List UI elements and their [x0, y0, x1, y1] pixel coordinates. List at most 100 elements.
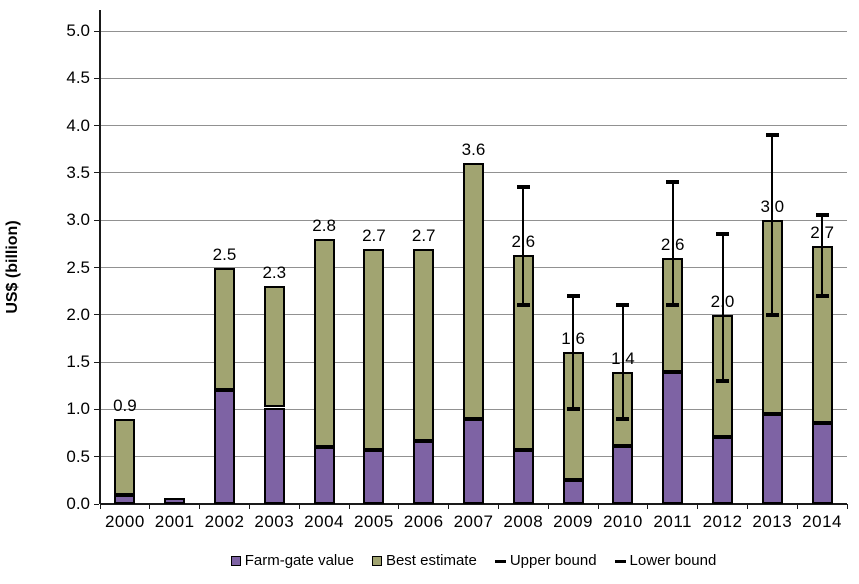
x-tick-label: 2003	[254, 512, 295, 531]
x-tick-label: 2000	[104, 512, 145, 531]
y-axis-tick	[94, 503, 99, 505]
bar-farm-gate-segment	[662, 371, 684, 504]
y-axis-tick	[94, 172, 99, 174]
bar-best-estimate-segment	[114, 418, 136, 495]
bar-farm-gate-segment	[562, 480, 584, 504]
x-axis-tick	[348, 504, 350, 509]
x-tick-label: 2005	[353, 512, 394, 531]
error-bar-line	[621, 305, 624, 419]
error-bar-upper-cap	[765, 133, 779, 138]
bar-farm-gate-segment	[612, 446, 634, 504]
x-axis-tick	[99, 504, 101, 509]
x-axis-tick	[199, 504, 201, 509]
bar-farm-gate-segment	[214, 390, 235, 504]
x-tick-label: 2010	[602, 512, 643, 531]
error-bar-lower-cap	[616, 416, 630, 421]
bar-farm-gate-segment	[114, 494, 136, 504]
bar-total-label: 3.6	[461, 140, 486, 160]
x-tick-label: 2008	[503, 512, 544, 531]
y-axis-tick	[94, 456, 99, 458]
bar-farm-gate-segment	[712, 436, 733, 504]
x-tick-label: 2013	[752, 512, 793, 531]
bar-best-estimate-segment	[313, 239, 335, 448]
error-bar-upper-cap	[815, 213, 829, 218]
y-axis-tick	[94, 77, 99, 79]
bar-total-label: 2.7	[362, 225, 386, 245]
error-bar-lower-cap	[666, 303, 680, 308]
bar-farm-gate-segment	[313, 447, 335, 504]
bar-best-estimate-segment	[214, 267, 235, 391]
bar-total-label: 2.0	[710, 291, 735, 311]
legend-label: Farm-gate value	[244, 552, 354, 569]
bar-farm-gate-segment	[363, 450, 385, 504]
bar-farm-gate-segment	[811, 422, 833, 504]
y-tick-label: 1.0	[66, 399, 90, 419]
bar-best-estimate-segment	[363, 248, 385, 451]
x-axis-line	[100, 503, 847, 505]
y-tick-label: 0.0	[66, 494, 90, 513]
x-tick-label: 2002	[204, 512, 245, 531]
error-bar-lower-cap	[566, 407, 580, 412]
bar-total-label: 2.6	[511, 232, 536, 252]
x-axis-tick	[846, 504, 848, 509]
legend-label: Best estimate	[385, 552, 477, 569]
gridline	[100, 77, 847, 79]
bar-total-label: 3.0	[760, 197, 785, 217]
y-tick-label: 1.5	[66, 352, 90, 372]
x-tick-label: 2012	[702, 512, 743, 531]
legend-dash-swatch-upper-bound	[494, 559, 506, 563]
bar-total-label: 2.5	[212, 244, 237, 264]
error-bar-lower-cap	[716, 379, 729, 384]
x-axis-tick	[298, 504, 300, 509]
y-tick-label: 4.5	[66, 68, 90, 88]
legend-dash-swatch-lower-bound	[614, 559, 626, 563]
y-tick-label: 3.5	[66, 162, 90, 182]
bar-farm-gate-segment	[463, 418, 484, 504]
x-axis-tick	[398, 504, 400, 509]
bar-total-label: 1.4	[611, 348, 635, 368]
error-bar-line	[821, 215, 824, 296]
error-bar-upper-cap	[516, 185, 530, 190]
legend: Farm-gate value Best estimate Upper bound L…	[100, 552, 847, 570]
y-axis-tick	[94, 267, 99, 268]
bar-farm-gate-segment	[413, 440, 435, 504]
x-tick-label: 2001	[154, 512, 195, 531]
error-bar-lower-cap	[815, 293, 829, 298]
bar-total-label: 2.8	[312, 216, 336, 236]
y-tick-label: 2.0	[66, 304, 90, 324]
error-bar-upper-cap	[616, 303, 630, 308]
bar-farm-gate-segment	[263, 407, 285, 504]
y-axis-tick	[94, 219, 99, 221]
x-axis-tick	[248, 504, 250, 509]
error-bar-lower-cap	[516, 303, 530, 308]
error-bar-upper-cap	[666, 180, 680, 185]
y-tick-label: 3.0	[66, 210, 90, 230]
x-tick-label: 2011	[653, 512, 692, 531]
gridline	[100, 125, 847, 127]
legend-item-upper-bound: Upper bound	[494, 552, 597, 570]
error-bar-line	[522, 187, 525, 306]
legend-label: Upper bound	[509, 552, 597, 569]
legend-item-lower-bound: Lower bound	[614, 552, 716, 570]
error-bar-line	[721, 234, 724, 381]
bar-total-label: 2.3	[262, 263, 287, 283]
x-axis-tick	[647, 504, 649, 509]
y-axis-tick	[94, 408, 99, 410]
x-tick-label: 2004	[304, 512, 344, 531]
legend-item-farm-gate-value: Farm-gate value	[230, 552, 354, 570]
bar-total-label: 0.9	[113, 395, 137, 415]
bar-total-label: 1.6	[561, 328, 585, 348]
bar-farm-gate-segment	[512, 450, 534, 504]
bar-farm-gate-segment	[164, 498, 186, 504]
x-axis-tick	[746, 504, 748, 509]
error-bar-upper-cap	[716, 232, 729, 237]
bar-best-estimate-segment	[463, 163, 484, 419]
x-axis-tick	[547, 504, 549, 509]
error-bar-upper-cap	[566, 293, 580, 298]
bar-best-estimate-segment	[263, 286, 285, 408]
bar-total-label: 2.6	[660, 235, 685, 255]
x-axis-tick	[448, 504, 450, 509]
x-axis-tick	[597, 504, 599, 509]
y-axis-tick	[94, 125, 99, 127]
